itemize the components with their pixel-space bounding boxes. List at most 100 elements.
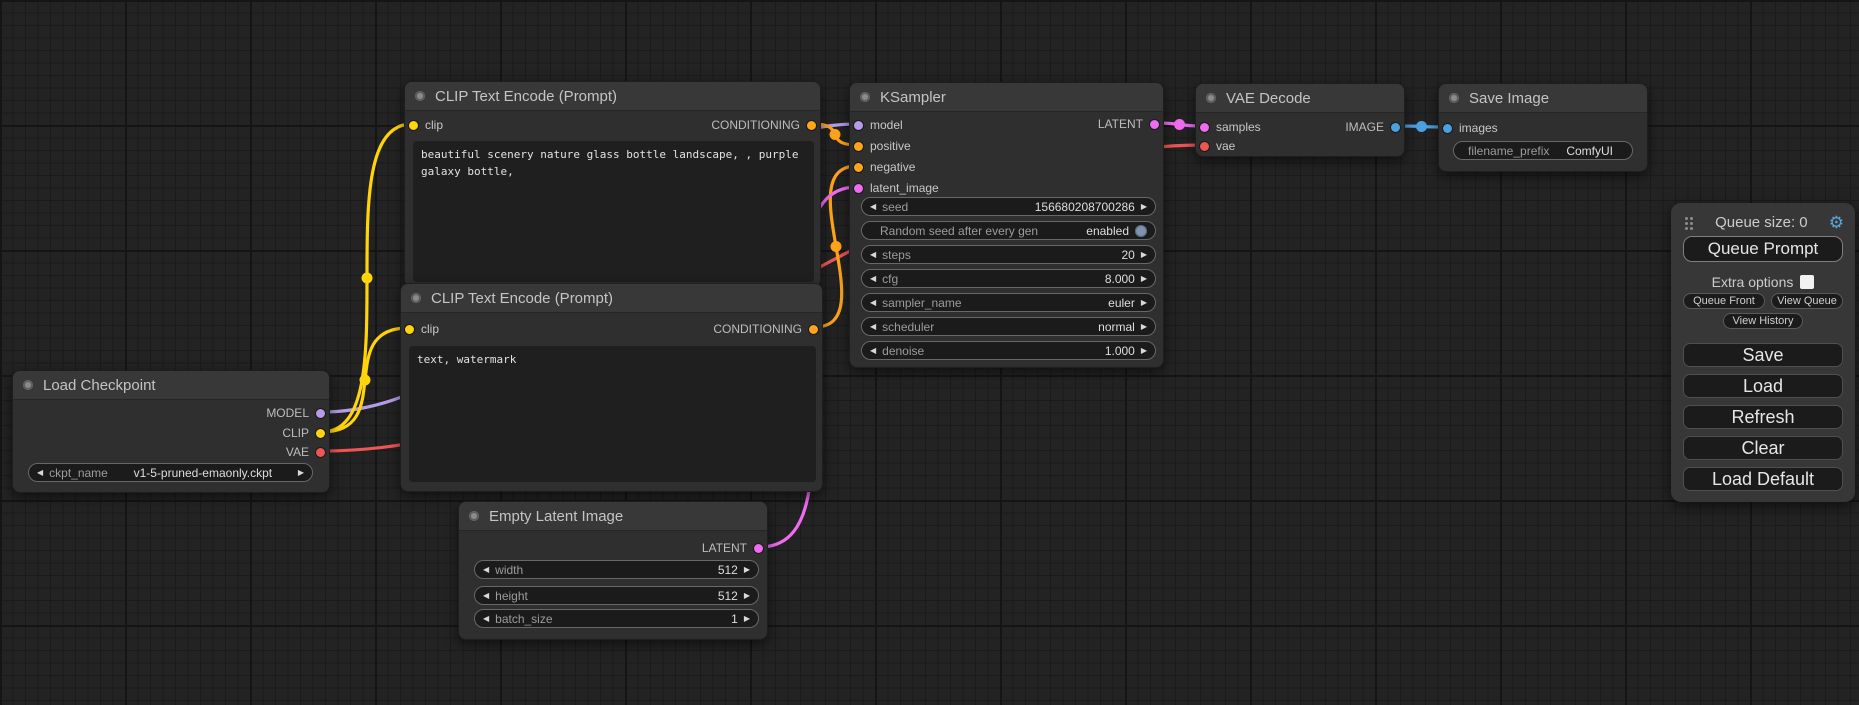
output-slot-conditioning[interactable]: CONDITIONING xyxy=(713,321,818,337)
collapse-dot-icon[interactable] xyxy=(415,91,425,101)
stepper-right-icon[interactable]: ▶ xyxy=(743,564,750,574)
batch-size-widget[interactable]: ◀ batch_size 1 ▶ xyxy=(474,609,759,628)
width-widget[interactable]: ◀ width 512 ▶ xyxy=(474,560,759,579)
seed-widget[interactable]: ◀ seed 156680208700286 ▶ xyxy=(861,197,1156,216)
output-slot-clip[interactable]: CLIP xyxy=(282,425,325,441)
save-button[interactable]: Save xyxy=(1683,343,1843,367)
queue-prompt-button[interactable]: Queue Prompt xyxy=(1683,236,1843,262)
node-load-checkpoint[interactable]: Load Checkpoint MODEL CLIP VAE ◀ ckpt_na… xyxy=(12,370,330,493)
collapse-dot-icon[interactable] xyxy=(411,293,421,303)
clip-slot-dot[interactable] xyxy=(316,428,325,438)
clip-slot-dot[interactable] xyxy=(409,120,418,130)
view-history-button[interactable]: View History xyxy=(1723,313,1803,329)
model-slot-dot[interactable] xyxy=(854,120,863,130)
scheduler-widget[interactable]: ◀ scheduler normal ▶ xyxy=(861,317,1156,336)
node-title-bar[interactable]: CLIP Text Encode (Prompt) xyxy=(405,82,820,111)
height-widget[interactable]: ◀ height 512 ▶ xyxy=(474,586,759,605)
seed-toggle-icon[interactable] xyxy=(1135,224,1147,237)
image-slot-dot[interactable] xyxy=(1443,123,1452,133)
node-title-bar[interactable]: CLIP Text Encode (Prompt) xyxy=(401,284,822,313)
conditioning-slot-dot[interactable] xyxy=(807,120,816,130)
extra-options-checkbox[interactable] xyxy=(1800,275,1815,289)
output-slot-latent[interactable]: LATENT xyxy=(1098,116,1159,132)
stepper-left-icon[interactable]: ◀ xyxy=(870,297,877,307)
stepper-right-icon[interactable]: ▶ xyxy=(743,613,750,623)
model-slot-dot[interactable] xyxy=(316,408,325,418)
input-slot-model[interactable]: model xyxy=(854,117,903,133)
output-slot-latent[interactable]: LATENT xyxy=(702,540,763,556)
load-button[interactable]: Load xyxy=(1683,374,1843,398)
input-slot-negative[interactable]: negative xyxy=(854,159,915,175)
node-title-bar[interactable]: KSampler xyxy=(850,83,1163,112)
conditioning-slot-dot[interactable] xyxy=(854,162,863,172)
steps-widget[interactable]: ◀ steps 20 ▶ xyxy=(861,245,1156,264)
collapse-dot-icon[interactable] xyxy=(860,92,870,102)
cfg-widget[interactable]: ◀ cfg 8.000 ▶ xyxy=(861,269,1156,288)
node-title-bar[interactable]: VAE Decode xyxy=(1196,84,1404,113)
conditioning-slot-dot[interactable] xyxy=(854,141,863,151)
input-slot-positive[interactable]: positive xyxy=(854,138,911,154)
collapse-dot-icon[interactable] xyxy=(23,380,33,390)
node-title-bar[interactable]: Empty Latent Image xyxy=(459,502,767,531)
queue-front-button[interactable]: Queue Front xyxy=(1683,293,1765,309)
latent-slot-dot[interactable] xyxy=(854,183,863,193)
positive-prompt-textarea[interactable]: beautiful scenery nature glass bottle la… xyxy=(413,141,814,282)
filename-prefix-widget[interactable]: filename_prefix ComfyUI xyxy=(1453,141,1633,160)
stepper-left-icon[interactable]: ◀ xyxy=(37,467,44,477)
conditioning-slot-dot[interactable] xyxy=(809,324,818,334)
view-queue-button[interactable]: View Queue xyxy=(1771,293,1843,309)
gear-icon[interactable]: ⚙ xyxy=(1828,212,1844,232)
output-slot-model[interactable]: MODEL xyxy=(266,405,325,421)
latent-slot-dot[interactable] xyxy=(1150,119,1159,129)
refresh-button[interactable]: Refresh xyxy=(1683,405,1843,429)
latent-slot-dot[interactable] xyxy=(754,543,763,553)
stepper-right-icon[interactable]: ▶ xyxy=(297,467,304,477)
node-clip-text-encode-negative[interactable]: CLIP Text Encode (Prompt) clip CONDITION… xyxy=(400,283,823,492)
collapse-dot-icon[interactable] xyxy=(1449,93,1459,103)
collapse-dot-icon[interactable] xyxy=(1206,93,1216,103)
node-clip-text-encode-positive[interactable]: CLIP Text Encode (Prompt) clip CONDITION… xyxy=(404,81,821,288)
stepper-left-icon[interactable]: ◀ xyxy=(483,613,490,623)
stepper-right-icon[interactable]: ▶ xyxy=(1140,297,1147,307)
stepper-right-icon[interactable]: ▶ xyxy=(1140,345,1147,355)
stepper-left-icon[interactable]: ◀ xyxy=(870,201,877,211)
input-slot-images[interactable]: images xyxy=(1443,120,1498,136)
node-title-bar[interactable]: Load Checkpoint xyxy=(13,371,329,400)
stepper-right-icon[interactable]: ▶ xyxy=(1140,321,1147,331)
load-default-button[interactable]: Load Default xyxy=(1683,467,1843,491)
stepper-right-icon[interactable]: ▶ xyxy=(1140,249,1147,259)
collapse-dot-icon[interactable] xyxy=(469,511,479,521)
stepper-left-icon[interactable]: ◀ xyxy=(483,590,490,600)
drag-handle-icon[interactable] xyxy=(1684,214,1694,230)
ckpt-name-widget[interactable]: ◀ ckpt_name v1-5-pruned-emaonly.ckpt ▶ xyxy=(28,463,313,482)
input-slot-samples[interactable]: samples xyxy=(1200,119,1261,135)
negative-prompt-textarea[interactable]: text, watermark xyxy=(409,346,816,482)
stepper-right-icon[interactable]: ▶ xyxy=(1140,273,1147,283)
input-slot-clip[interactable]: clip xyxy=(405,321,439,337)
clear-button[interactable]: Clear xyxy=(1683,436,1843,460)
input-slot-vae[interactable]: vae xyxy=(1200,138,1235,154)
input-slot-clip[interactable]: clip xyxy=(409,117,443,133)
stepper-left-icon[interactable]: ◀ xyxy=(870,249,877,259)
output-slot-vae[interactable]: VAE xyxy=(286,444,325,460)
stepper-right-icon[interactable]: ▶ xyxy=(743,590,750,600)
queue-panel[interactable]: Queue size: 0 ⚙ Queue Prompt Extra optio… xyxy=(1671,203,1855,502)
denoise-widget[interactable]: ◀ denoise 1.000 ▶ xyxy=(861,341,1156,360)
output-slot-conditioning[interactable]: CONDITIONING xyxy=(711,117,816,133)
latent-slot-dot[interactable] xyxy=(1200,122,1209,132)
node-title-bar[interactable]: Save Image xyxy=(1439,84,1647,113)
stepper-left-icon[interactable]: ◀ xyxy=(870,345,877,355)
image-slot-dot[interactable] xyxy=(1391,122,1400,132)
node-vae-decode[interactable]: VAE Decode samples vae IMAGE xyxy=(1195,83,1405,157)
stepper-left-icon[interactable]: ◀ xyxy=(870,321,877,331)
vae-slot-dot[interactable] xyxy=(316,447,325,457)
random-seed-toggle-widget[interactable]: Random seed after every gen enabled xyxy=(861,221,1156,240)
input-slot-latent-image[interactable]: latent_image xyxy=(854,180,939,196)
node-empty-latent-image[interactable]: Empty Latent Image LATENT ◀ width 512 ▶ … xyxy=(458,501,768,640)
stepper-left-icon[interactable]: ◀ xyxy=(483,564,490,574)
node-ksampler[interactable]: KSampler model positive negative latent_… xyxy=(849,82,1164,368)
stepper-left-icon[interactable]: ◀ xyxy=(870,273,877,283)
node-save-image[interactable]: Save Image images filename_prefix ComfyU… xyxy=(1438,83,1648,172)
vae-slot-dot[interactable] xyxy=(1200,141,1209,151)
